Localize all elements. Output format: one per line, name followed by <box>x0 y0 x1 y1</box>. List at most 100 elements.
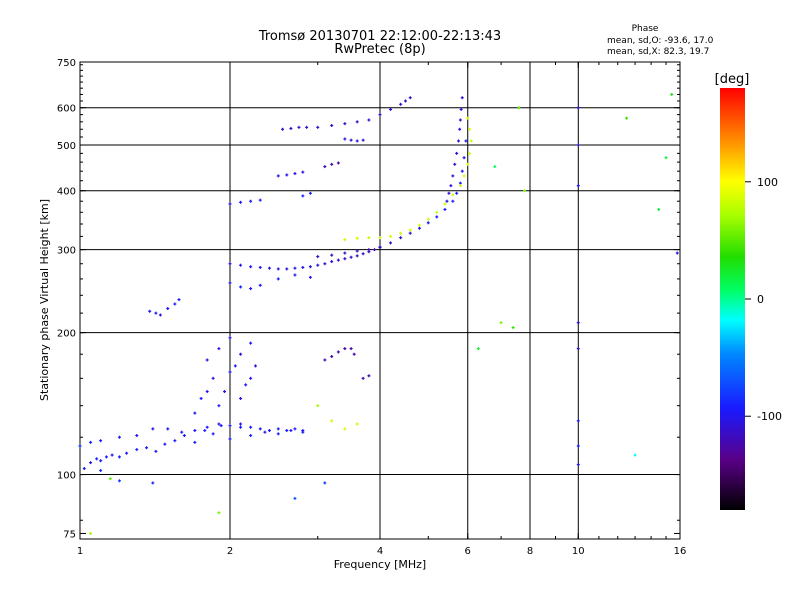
echo-point <box>308 191 312 195</box>
echo-point <box>664 156 668 160</box>
echo-point <box>343 347 347 351</box>
echo-point <box>330 260 334 264</box>
echo-point <box>511 326 515 330</box>
echo-point <box>330 162 334 166</box>
echo-point <box>249 376 253 380</box>
echo-point <box>151 427 155 431</box>
echo-point <box>89 461 93 465</box>
echo-point <box>239 422 243 426</box>
echo-point <box>455 151 459 155</box>
echo-point <box>228 202 232 206</box>
echo-point <box>182 434 186 438</box>
echo-point <box>239 200 243 204</box>
colorbar <box>720 88 745 510</box>
chart-title-line2: RwPretec (8p) <box>334 42 425 57</box>
echo-point <box>458 127 462 131</box>
echo-point <box>301 429 305 433</box>
echo-point <box>378 245 382 249</box>
y-axis-label: Stationary phase Virtual Height [km] <box>38 199 51 401</box>
echo-point <box>443 202 447 206</box>
colorbar-ticks: 100 0 -100 <box>745 176 782 423</box>
echo-point <box>576 463 580 467</box>
echo-point <box>228 437 232 441</box>
echo-point <box>499 321 503 325</box>
y-tick-label: 400 <box>57 187 76 198</box>
echo-point <box>343 251 347 255</box>
echo-point <box>625 116 629 120</box>
echo-point <box>447 191 451 195</box>
echo-point <box>349 347 353 351</box>
colorbar-tick-label: 100 <box>757 176 778 189</box>
echo-point <box>82 467 86 471</box>
echo-point <box>193 411 197 415</box>
phase-info-x-mode: mean, sd,X: 82.3, 19.7 <box>607 47 709 57</box>
echo-point <box>217 404 221 408</box>
echo-point <box>367 374 371 378</box>
echo-point <box>281 127 285 131</box>
echo-point <box>462 174 466 178</box>
echo-point <box>148 309 152 313</box>
echo-point <box>203 429 207 433</box>
echo-point <box>219 424 223 428</box>
x-tick-label: 16 <box>674 546 687 557</box>
echo-point <box>576 347 580 351</box>
echo-point <box>95 457 99 461</box>
echo-point <box>399 231 403 235</box>
echo-point <box>355 422 359 426</box>
echo-point <box>217 511 221 515</box>
echo-point <box>276 277 280 281</box>
echo-point <box>89 440 93 444</box>
echo-point <box>244 383 248 387</box>
x-tick-label: 4 <box>377 546 383 557</box>
echo-point <box>455 191 459 195</box>
echo-point <box>355 236 359 240</box>
echo-point <box>458 118 462 122</box>
echo-point <box>293 266 297 270</box>
echo-point <box>228 424 232 428</box>
echo-point <box>276 174 280 178</box>
echo-point <box>293 172 297 176</box>
echo-point <box>173 302 177 306</box>
echo-point <box>233 364 237 368</box>
echo-point <box>403 99 407 103</box>
echo-point <box>249 199 253 203</box>
echo-point <box>378 113 382 117</box>
echo-point <box>228 262 232 266</box>
echo-point <box>263 430 267 434</box>
y-axis-ticks: 75 100 200 300 400 500 600 750 <box>57 58 680 540</box>
echo-point <box>355 139 359 143</box>
x-axis-label: Frequency [MHz] <box>334 558 426 571</box>
echo-point <box>417 226 421 230</box>
echo-point <box>378 236 382 240</box>
echo-point <box>373 248 377 252</box>
echo-point <box>466 162 470 166</box>
echo-point <box>426 217 430 221</box>
echo-point <box>361 376 365 380</box>
echo-point <box>239 352 243 356</box>
echo-point <box>117 479 121 483</box>
echo-point <box>228 336 232 340</box>
echo-point <box>389 107 393 111</box>
echo-point <box>249 434 253 438</box>
echo-point <box>267 266 271 270</box>
echo-point <box>336 161 340 165</box>
echo-point <box>451 193 455 197</box>
echo-point <box>193 429 197 433</box>
echo-point <box>462 156 466 160</box>
echo-points <box>78 92 679 535</box>
echo-point <box>301 194 305 198</box>
echo-point <box>125 451 129 455</box>
x-tick-label: 10 <box>572 546 585 557</box>
echo-point <box>154 311 158 315</box>
echo-point <box>293 273 297 277</box>
echo-point <box>135 434 139 438</box>
echo-point <box>576 444 580 448</box>
echo-point <box>459 107 463 111</box>
echo-point <box>323 481 327 485</box>
echo-point <box>239 396 243 400</box>
echo-point <box>99 439 103 443</box>
echo-point <box>289 127 293 131</box>
echo-point <box>469 139 473 143</box>
